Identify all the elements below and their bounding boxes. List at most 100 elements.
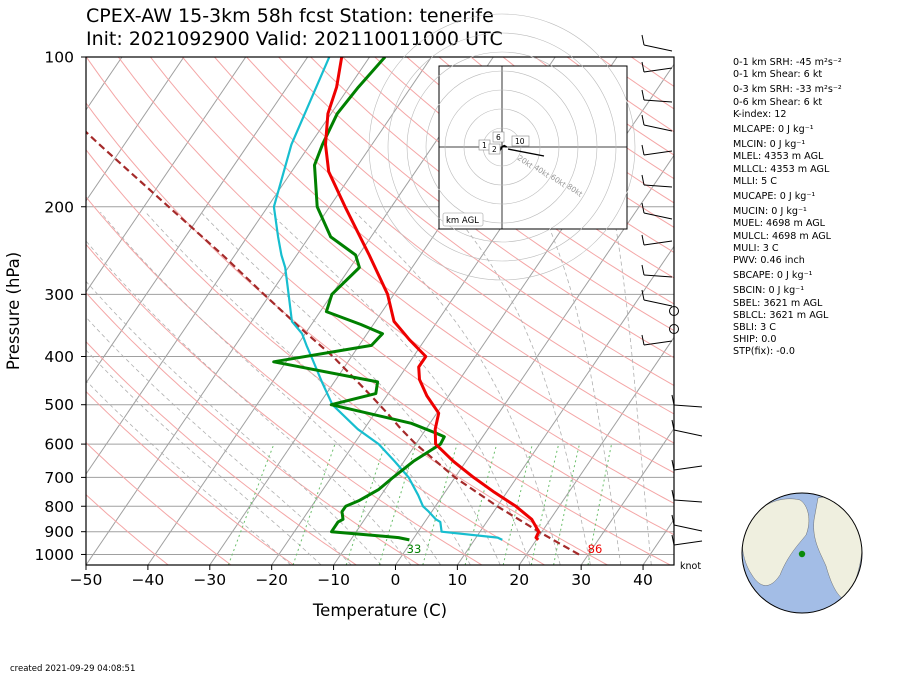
barb-feather: [641, 289, 645, 301]
y-tick-label: 1000: [35, 546, 74, 564]
dry-adiabat: [86, 102, 671, 565]
surface-temp-label: 86: [588, 542, 603, 556]
stat-line: 0-3 km SRH: -33 m²s⁻²: [733, 84, 842, 96]
barb-shaft: [643, 44, 673, 52]
moist-adiabat: [200, 211, 501, 565]
isotherm: [580, 427, 674, 565]
dry-adiabat: [86, 441, 232, 565]
barb-feather: [641, 114, 645, 126]
station-globe: [741, 492, 863, 614]
y-tick-label: 500: [44, 396, 74, 414]
wind-barb: [671, 534, 703, 546]
stat-line: MUCIN: 0 J kg⁻¹: [733, 206, 807, 218]
moist-adiabat: [452, 211, 591, 565]
created-timestamp: created 2021-09-29 04:08:51: [10, 664, 136, 674]
wind-barb: [641, 289, 673, 307]
hodograph-height-label: 2: [492, 145, 497, 154]
barb-feather: [671, 459, 675, 471]
dry-adiabat: [86, 243, 483, 565]
mixing-ratio-line: [292, 443, 336, 565]
barb-shaft: [643, 240, 673, 246]
wind-barb: [641, 202, 673, 220]
moist-adiabat: [612, 212, 652, 565]
stat-line: SHIP: 0.0: [733, 334, 777, 346]
barb-feather: [641, 334, 645, 346]
barb-feather: [641, 61, 645, 73]
moist-adiabat: [86, 240, 412, 565]
hodograph-ring: [444, 89, 560, 205]
barb-feather: [671, 419, 675, 431]
y-tick-label: 300: [44, 286, 74, 304]
stat-line: MLCIN: 0 J kg⁻¹: [733, 139, 806, 151]
profile-traces: [86, 57, 580, 556]
barb-feather: [641, 34, 645, 46]
dry-adiabat: [374, 57, 674, 279]
hodograph-height-box: [511, 135, 530, 147]
isotherm: [86, 57, 185, 202]
barb-shaft: [643, 274, 673, 278]
wind-barb: [641, 89, 673, 103]
dry-adiabat: [86, 390, 294, 565]
isotherm: [86, 57, 309, 384]
mixing-ratio-line: [587, 443, 613, 565]
dry-adiabat: [214, 57, 674, 415]
stat-line: K-index: 12: [733, 108, 787, 120]
chart-title-line2: Init: 2021092900 Valid: 202110011000 UTC: [86, 28, 503, 50]
wind-barbs: [641, 34, 703, 546]
barb-shaft: [673, 499, 703, 503]
stat-line: SBCAPE: 0 J kg⁻¹: [733, 270, 813, 282]
x-tick-label: −40: [132, 571, 165, 589]
wind-barb: [641, 114, 673, 132]
wind-barb: [671, 514, 703, 532]
stat-line: MLLI: 5 C: [733, 175, 777, 187]
wind-barb: [641, 234, 673, 246]
stat-line: 0-1 km Shear: 6 kt: [733, 69, 823, 81]
wind-barb: [641, 174, 673, 188]
barb-shaft: [673, 465, 703, 471]
wind-barb: [671, 394, 703, 408]
moist-adiabat: [86, 380, 292, 565]
moist-adiabat: [354, 211, 561, 565]
dry-adiabat: [278, 57, 674, 359]
dry-adiabat: [342, 57, 674, 305]
globe-continent: [742, 498, 810, 586]
barb-feather: [671, 514, 675, 526]
barb-feather: [641, 264, 645, 276]
stat-line: SBEL: 3621 m AGL: [733, 297, 823, 309]
barb-shaft: [643, 299, 673, 307]
stat-line: SBLI: 3 C: [733, 322, 776, 334]
dry-adiabat: [310, 57, 674, 332]
barb-shaft: [643, 67, 673, 73]
dry-adiabat: [117, 57, 674, 504]
hodograph-ring: [463, 108, 541, 186]
x-tick-label: −30: [193, 571, 226, 589]
wind-barb: [671, 459, 703, 471]
x-tick-label: 40: [633, 571, 653, 589]
stability-indices-panel: 0-1 km SRH: -45 m²s⁻² 0-1 km Shear: 6 kt 0…: [733, 57, 842, 359]
hodograph-ring: [387, 32, 617, 262]
barb-feather: [641, 144, 645, 156]
hodograph-units-label: km AGL: [446, 216, 479, 226]
x-tick-label: 10: [448, 571, 468, 589]
isotherm: [86, 57, 432, 565]
moist-adiabat: [86, 316, 352, 565]
mixing-ratio-line: [345, 443, 386, 565]
barb-feather: [641, 202, 645, 214]
stat-line: MUCAPE: 0 J kg⁻¹: [733, 191, 816, 203]
y-tick-label: 700: [44, 469, 74, 487]
barb-shaft: [643, 124, 673, 132]
hodograph-height-box: [492, 131, 505, 143]
barb-feather: [671, 489, 675, 501]
y-tick-label: 900: [44, 523, 74, 541]
isotherm: [395, 154, 674, 565]
barb-shaft: [673, 429, 703, 437]
dry-adiabat: [150, 57, 674, 474]
barb-shaft: [643, 150, 673, 156]
y-tick-label: 200: [44, 198, 74, 216]
isotherm: [456, 245, 674, 565]
x-tick-label: −50: [70, 571, 103, 589]
hodograph-height-label: 6: [496, 133, 501, 142]
parcel-trace: [86, 130, 580, 556]
